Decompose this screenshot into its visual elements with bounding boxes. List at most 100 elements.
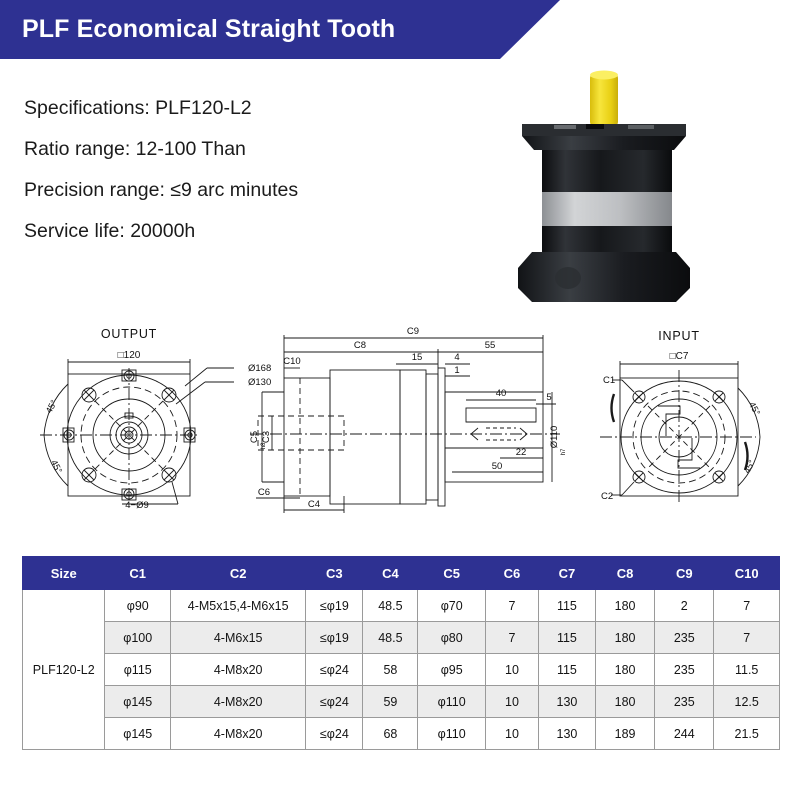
cell-c3: ≤φ24 [305,685,364,718]
input-view-caption: INPUT [658,329,700,343]
cell-c7: 130 [537,717,596,750]
label-c2: C2 [601,491,613,502]
cell-c6: 10 [485,653,539,686]
output-view-drawing [40,359,234,505]
cell-c10: 21.5 [713,717,780,750]
label-c9: C9 [407,326,419,337]
label-40: 40 [496,388,507,399]
column-header-c9: C9 [654,556,715,590]
technical-drawings: OUTPUT □120 Ø168 Ø130 45° 45° 4−Ø9 C9 C8… [40,326,762,513]
input-view-drawing [600,361,761,502]
label-angle-45-top: 45° [44,398,59,415]
cell-c3: ≤φ24 [305,717,364,750]
spec-line-specifications: Specifications: PLF120-L2 [24,97,252,119]
label-c1: C1 [603,375,615,386]
size-cell: PLF120-L2 [21,589,106,750]
specification-list: Specifications: PLF120-L2 Ratio range: 1… [24,88,454,252]
cell-c6: 7 [485,621,539,654]
column-header-c8: C8 [594,556,656,590]
page-title: PLF Economical Straight Tooth [22,15,396,43]
cell-c1: φ90 [104,589,171,622]
product-photo [518,70,690,302]
cell-c7: 115 [537,653,596,686]
cell-c9: 235 [654,685,715,718]
cell-c8: 180 [594,653,656,686]
cell-c5: φ95 [417,653,487,686]
cell-c5: φ110 [417,717,487,750]
table-row: PLF120-L2 φ90 4-M5x15,4-M6x15 ≤φ19 48.5 … [21,589,780,750]
table-header-row: Size C1 C2 C3 C4 C5 C6 C7 C8 C9 C10 [21,556,780,590]
section-view-drawing [250,335,560,513]
spec-line-ratio-range: Ratio range: 12-100 Than [24,138,246,160]
label-c5-tolerance: h8 [261,442,267,449]
table-row: φ145 4-M8x20 ≤φ24 68 φ110 10 130 189 244… [23,717,780,750]
cell-c2: 4-M8x20 [169,653,307,686]
column-header-c10: C10 [713,556,780,590]
specification-table: Size C1 C2 C3 C4 C5 C6 C7 C8 C9 C10 PLF1… [21,556,780,750]
cell-c5: φ110 [417,685,487,718]
cell-c4: 48.5 [362,589,419,622]
cell-c4: 68 [362,717,419,750]
label-dia-130: Ø130 [248,377,271,388]
label-c8: C8 [354,340,366,351]
column-header-c3: C3 [305,556,364,590]
cell-c4: 48.5 [362,621,419,654]
cell-c8: 180 [594,685,656,718]
label-4-holes: 4−Ø9 [125,500,149,511]
label-15: 15 [412,352,423,363]
table-row: φ145 4-M8x20 ≤φ24 59 φ110 10 130 180 235… [23,685,780,718]
column-header-c2: C2 [169,556,307,590]
cell-c9: 2 [654,589,715,622]
cell-c1: φ115 [104,653,171,686]
column-header-c5: C5 [417,556,487,590]
label-dia-168: Ø168 [248,363,271,374]
cell-c7: 115 [537,621,596,654]
cell-c7: 115 [537,589,596,622]
column-header-size: Size [21,556,106,590]
label-1: 1 [454,365,459,376]
cell-c4: 58 [362,653,419,686]
output-view-caption: OUTPUT [101,327,157,341]
cell-c10: 12.5 [713,685,780,718]
cell-c6: 10 [485,717,539,750]
label-c3: C3 [261,431,272,443]
cell-c5: φ70 [417,589,487,622]
cell-c10: 7 [713,621,780,654]
label-4: 4 [454,352,459,363]
table-row: φ100 4-M6x15 ≤φ19 48.5 φ80 7 115 180 235… [23,621,780,654]
column-header-c4: C4 [362,556,419,590]
edge-bosses [62,369,196,501]
label-22: 22 [516,447,527,458]
label-square-c7: □C7 [670,351,689,362]
cell-c1: φ145 [104,685,171,718]
column-header-c7: C7 [537,556,596,590]
cell-c4: 59 [362,685,419,718]
shaft-cap-icon [590,70,618,126]
cell-c2: 4-M5x15,4-M6x15 [169,589,307,622]
input-flange [522,124,686,150]
column-header-c1: C1 [104,556,171,590]
label-5: 5 [546,392,551,403]
cell-c6: 10 [485,685,539,718]
label-angle-45-bottom: 45° [49,458,64,475]
cell-c2: 4-M8x20 [169,717,307,750]
label-50: 50 [492,461,503,472]
cell-c2: 4-M8x20 [169,685,307,718]
cell-c3: ≤φ19 [305,621,364,654]
cell-c10: 7 [713,589,780,622]
label-c4: C4 [308,499,320,510]
cell-c8: 180 [594,621,656,654]
label-square-120: □120 [118,350,141,361]
cell-c9: 235 [654,653,715,686]
silver-band [542,192,672,226]
header-banner: PLF Economical Straight Tooth [0,0,560,59]
label-dia-110: Ø110 [549,426,560,449]
cell-c10: 11.5 [713,653,780,686]
cell-c5: φ80 [417,621,487,654]
spec-line-precision-range: Precision range: ≤9 arc minutes [24,179,299,201]
cell-c6: 7 [485,589,539,622]
label-c5: C5 [249,431,260,443]
output-flange [518,252,690,302]
cell-c1: φ100 [104,621,171,654]
label-c6: C6 [258,487,270,498]
